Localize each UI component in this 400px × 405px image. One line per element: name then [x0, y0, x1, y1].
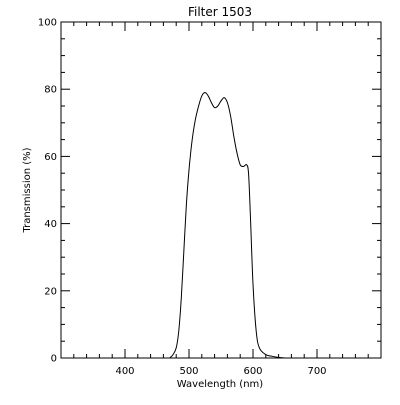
- x-tick-label: 600: [243, 366, 262, 377]
- x-tick-label: 700: [307, 366, 326, 377]
- y-tick-label: 60: [44, 152, 57, 163]
- plot-frame: [60, 21, 382, 359]
- axis-ticks: 400 500 600 700 0 20 40 60 80 100: [38, 18, 381, 377]
- y-tick-label: 40: [44, 219, 57, 230]
- series-line-0: [169, 92, 286, 359]
- y-tick-label: 0: [51, 354, 57, 365]
- y-axis-label: Transmission (%): [22, 147, 33, 233]
- chart-title: Filter 1503: [188, 5, 252, 19]
- x-tick-label: 500: [179, 366, 198, 377]
- y-tick-label: 80: [44, 85, 57, 96]
- y-tick-label: 20: [44, 286, 57, 297]
- series-layer: [169, 92, 286, 359]
- x-axis-label: Wavelength (nm): [177, 379, 263, 390]
- y-tick-label: 100: [38, 18, 57, 29]
- x-tick-label: 400: [115, 366, 134, 377]
